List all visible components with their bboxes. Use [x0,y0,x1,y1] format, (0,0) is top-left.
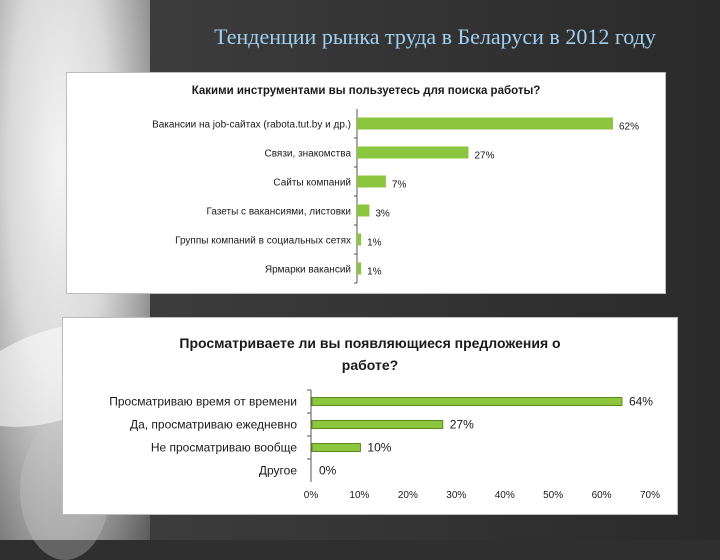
category-label: Газеты с вакансиями, листовки [206,207,351,218]
chart-view-offers: Просматриваете ли вы появляющиеся предло… [109,335,660,501]
chart-search-tools: Какими инструментами вы пользуетесь для … [152,85,639,284]
chart-title: Просматриваете ли вы появляющиеся предло… [179,335,560,351]
category-label: Да, просматриваю ежедневно [130,418,297,432]
data-label: 1% [367,238,382,249]
category-label: Не просматриваю вообще [151,441,298,455]
category-label: Сайты компаний [273,178,351,189]
data-label: 3% [375,209,390,220]
bar [357,233,362,246]
data-label: 0% [319,464,337,478]
category-label: Вакансии на job-сайтах (rabota.tut.by и … [152,120,351,131]
x-tick-label: 70% [640,490,660,501]
bar [357,117,613,130]
category-label: Связи, знакомства [265,149,352,160]
bar [357,175,386,188]
bar [311,397,623,406]
chart-panel-view-offers: Просматриваете ли вы появляющиеся предло… [62,317,678,515]
x-tick-label: 10% [349,490,369,501]
bar [357,262,362,275]
data-label: 27% [474,151,494,162]
category-label: Просматриваю время от времени [109,395,297,409]
chart-title: Какими инструментами вы пользуетесь для … [192,85,541,97]
slide-title: Тенденции рынка труда в Беларуси в 2012 … [214,24,656,49]
bar [357,204,370,217]
bar [311,420,444,429]
x-tick-label: 30% [446,490,466,501]
bar [357,146,469,159]
data-label: 64% [629,395,653,409]
category-label: Группы компаний в социальных сетях [175,236,351,247]
chart-panel-search-tools: Какими инструментами вы пользуетесь для … [66,72,666,294]
x-tick-label: 0% [304,490,319,501]
data-label: 27% [450,418,474,432]
x-tick-label: 50% [543,490,563,501]
data-label: 62% [619,122,639,133]
category-label: Ярмарки вакансий [265,265,351,276]
x-tick-label: 60% [592,490,612,501]
x-tick-label: 20% [398,490,418,501]
data-label: 1% [367,267,382,278]
category-label: Другое [259,464,297,478]
bar [311,443,361,452]
data-label: 7% [392,180,407,191]
chart-title: работе? [342,357,398,373]
data-label: 10% [367,441,391,455]
x-tick-label: 40% [495,490,515,501]
